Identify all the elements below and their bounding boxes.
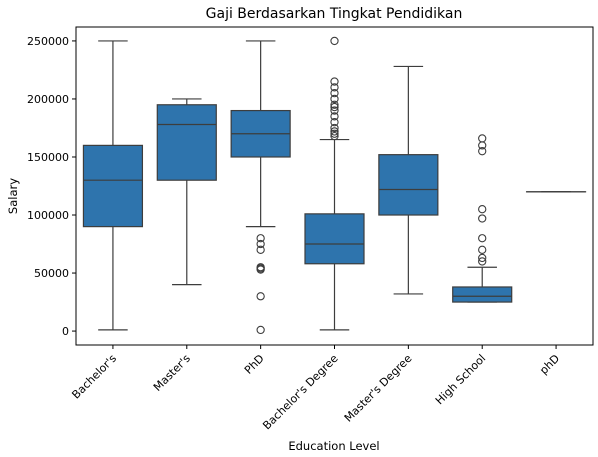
outlier-point xyxy=(478,214,487,223)
outlier-point xyxy=(256,234,265,243)
chart-title: Gaji Berdasarkan Tingkat Pendidikan xyxy=(206,6,463,22)
y-tick-label: 100000 xyxy=(27,209,69,222)
plot-area xyxy=(82,36,587,335)
outlier-point xyxy=(330,129,339,138)
outlier-point xyxy=(256,245,265,254)
box-iqr xyxy=(452,286,513,303)
outlier-point xyxy=(330,106,339,115)
y-tick-label: 50000 xyxy=(34,267,69,280)
outlier-point xyxy=(256,325,265,335)
outlier-point xyxy=(330,131,339,141)
outlier-point xyxy=(330,94,339,104)
box-iqr xyxy=(82,144,144,228)
outlier-point xyxy=(256,265,265,274)
x-tick-label: PhD xyxy=(242,352,267,377)
x-tick-label: phD xyxy=(537,352,562,377)
outlier-point xyxy=(478,257,487,266)
outlier-point xyxy=(330,112,339,121)
outlier-point xyxy=(478,205,487,214)
box-iqr xyxy=(378,154,439,216)
y-tick-label: 200000 xyxy=(27,93,69,106)
box-iqr xyxy=(156,104,217,181)
outlier-point xyxy=(330,77,339,86)
outlier-point xyxy=(330,127,339,136)
y-axis-label: Salary xyxy=(6,178,20,214)
outlier-point xyxy=(478,253,487,263)
x-tick-label: Master's xyxy=(151,352,193,394)
y-tick-label: 0 xyxy=(62,325,69,338)
box-group xyxy=(452,134,513,303)
box-group xyxy=(230,40,291,335)
outlier-point xyxy=(330,118,339,127)
x-tick-label: Bachelor's Degree xyxy=(260,352,341,433)
outlier-point xyxy=(330,36,339,46)
box-group xyxy=(378,65,439,295)
box-group xyxy=(304,36,365,331)
x-tick-label: Bachelor's xyxy=(69,352,119,402)
outlier-point xyxy=(256,292,265,301)
outlier-point xyxy=(478,147,487,156)
outlier-point xyxy=(330,100,339,109)
x-tick-label: High School xyxy=(433,352,488,407)
outlier-point xyxy=(330,89,339,98)
y-axis: 0 50000 100000 150000 200000 250000 xyxy=(27,26,594,346)
box-iqr xyxy=(304,213,365,265)
outlier-point xyxy=(256,239,265,249)
outlier-point xyxy=(330,83,339,92)
y-tick-label: 250000 xyxy=(27,35,69,48)
outlier-point xyxy=(478,245,487,254)
outlier-point xyxy=(478,234,487,243)
outlier-point xyxy=(330,123,339,133)
x-axis-label: Education Level xyxy=(288,439,379,453)
outlier-point xyxy=(330,102,339,112)
y-tick-label: 150000 xyxy=(27,151,69,164)
outlier-point xyxy=(478,134,487,143)
x-tick-label: Master's Degree xyxy=(342,352,415,425)
box-group xyxy=(82,40,144,331)
box-group xyxy=(156,98,217,286)
